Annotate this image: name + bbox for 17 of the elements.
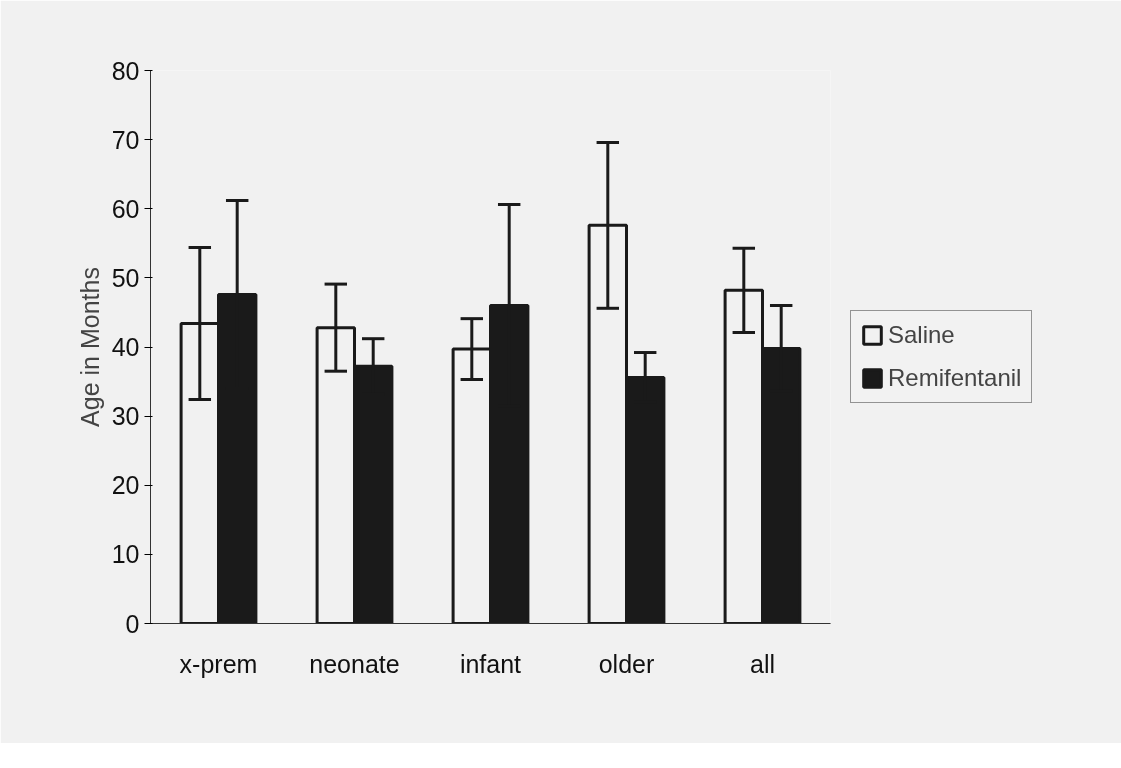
y-tick-label: 50	[111, 263, 140, 292]
y-tick-label: 0	[125, 609, 140, 638]
x-tick-label: neonate	[309, 649, 400, 678]
y-tick-label: 70	[111, 125, 140, 154]
x-tick-label: infant	[459, 649, 522, 678]
y-tick-label: 80	[111, 56, 140, 85]
y-axis-title: Age in Months	[75, 267, 104, 427]
x-tick-label: older	[598, 649, 655, 678]
legend-label: Saline	[888, 321, 955, 349]
y-tick-label: 20	[111, 471, 140, 500]
x-tick-label: x-prem	[179, 649, 258, 678]
legend-label: Remifentanil	[888, 364, 1022, 392]
y-tick-label: 10	[111, 540, 140, 569]
x-tick-label: all	[749, 649, 776, 678]
y-tick-label: 40	[111, 333, 140, 361]
y-tick-label: 60	[111, 194, 140, 223]
y-tick-label: 30	[111, 402, 140, 431]
